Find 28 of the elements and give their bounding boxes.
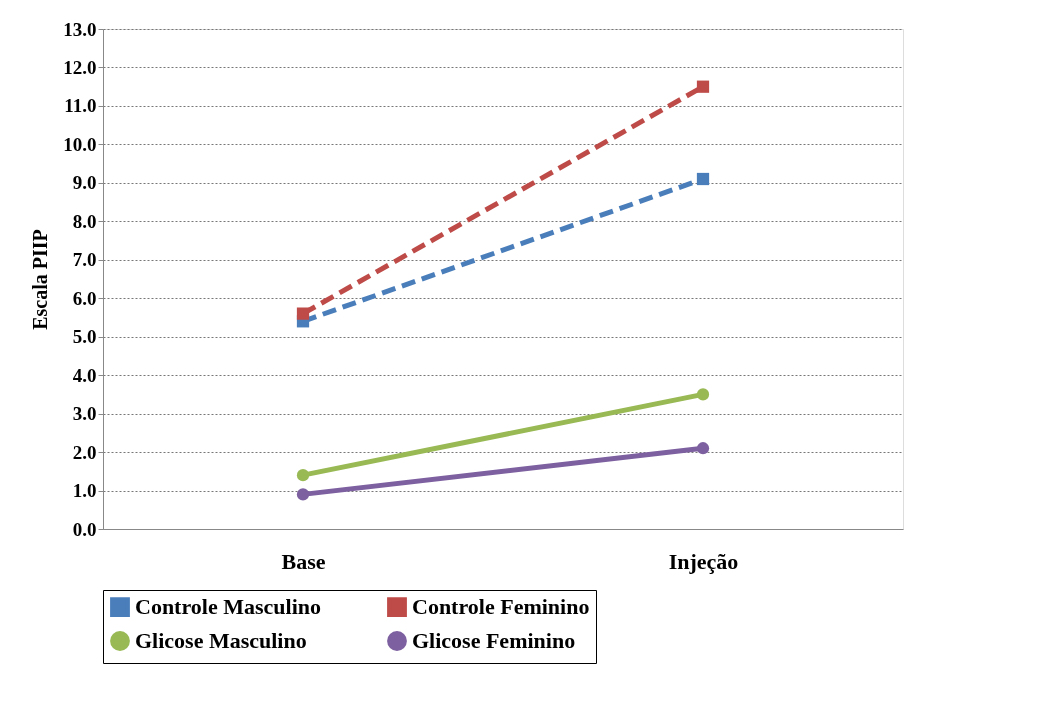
y-tick-label: 12.0	[63, 56, 97, 78]
legend-label: Controle Feminino	[412, 594, 590, 620]
y-tick-label: 7.0	[72, 249, 97, 271]
y-tick-label: 4.0	[72, 364, 97, 386]
y-tick-label: 1.0	[72, 480, 97, 502]
y-tick-label: 0.0	[72, 518, 97, 540]
y-tick-label: 5.0	[72, 326, 97, 348]
legend-label: Controle Masculino	[135, 594, 321, 620]
y-tick-label: 2.0	[72, 441, 97, 463]
point	[696, 388, 710, 401]
point	[696, 442, 710, 455]
point	[296, 488, 310, 501]
point	[696, 172, 710, 186]
legend-label: Glicose Masculino	[135, 628, 307, 653]
x-tick-label: Injeção	[668, 548, 739, 574]
y-axis-title: Escala PIIP	[29, 229, 52, 330]
y-tick-label: 13.0	[63, 18, 97, 40]
y-tick-label: 3.0	[72, 403, 97, 425]
point	[296, 307, 310, 320]
point	[296, 469, 310, 482]
y-tick-label: 6.0	[72, 287, 97, 309]
y-tick-label: 11.0	[64, 95, 97, 117]
point	[696, 80, 710, 93]
y-tick-label: 9.0	[72, 172, 97, 194]
y-tick-label: 8.0	[72, 210, 97, 232]
y-tick-label: 10.0	[63, 133, 97, 155]
x-tick-label: Base	[281, 548, 326, 574]
legend-label: Glicose Feminino	[412, 628, 576, 653]
